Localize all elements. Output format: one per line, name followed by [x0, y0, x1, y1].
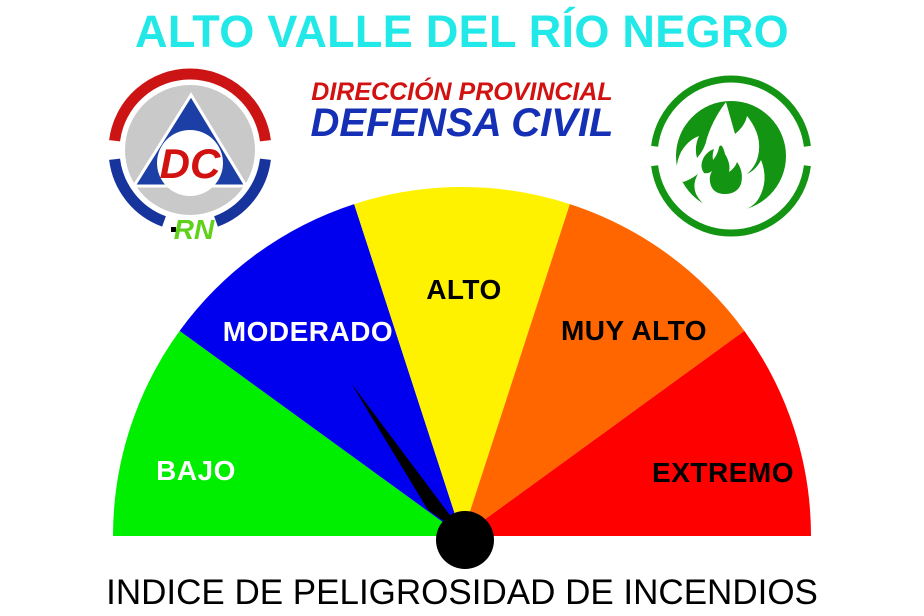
svg-text:RN: RN — [174, 214, 215, 240]
svg-text:DC: DC — [160, 140, 221, 187]
